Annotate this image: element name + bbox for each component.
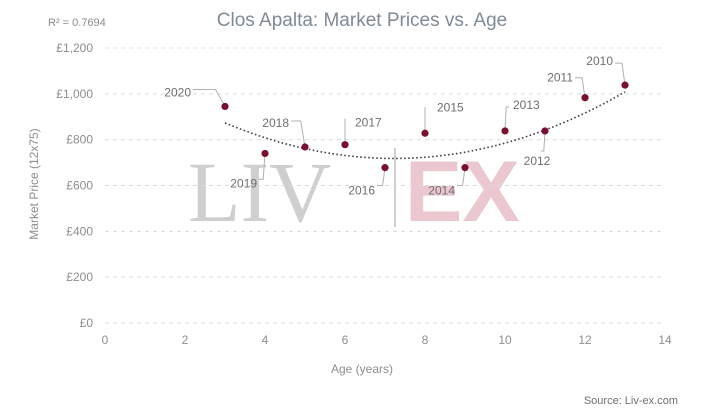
point-label-vintage: 2014 — [428, 184, 455, 198]
label-leader — [504, 106, 509, 131]
label-leader — [259, 153, 266, 180]
watermark-left: LIV — [188, 144, 331, 240]
x-axis-ticks: 0 2 4 6 8 10 12 14 — [102, 333, 672, 347]
point-label-vintage: 2010 — [586, 54, 613, 68]
data-point — [341, 141, 349, 149]
label-leader — [541, 130, 546, 152]
source-note: Source: Liv-ex.com — [584, 395, 678, 407]
y-tick-label: £0 — [80, 316, 94, 330]
label-leader — [377, 167, 386, 187]
label-leader — [291, 120, 306, 148]
y-tick-label: £600 — [66, 179, 93, 193]
data-point — [381, 164, 389, 172]
x-tick-label: 0 — [102, 333, 109, 347]
point-label-vintage: 2017 — [355, 116, 382, 130]
chart-title: Clos Apalta: Market Prices vs. Age — [217, 10, 507, 31]
point-label-vintage: 2011 — [547, 71, 573, 85]
data-point — [421, 129, 429, 137]
y-tick-label: £200 — [66, 270, 93, 284]
y-tick-label: £400 — [66, 224, 93, 238]
watermark: LIV EX — [188, 144, 520, 240]
x-tick-label: 8 — [422, 333, 429, 347]
point-label-vintage: 2013 — [513, 98, 540, 112]
x-axis-label: Age (years) — [331, 362, 393, 376]
y-tick-label: £1,200 — [56, 41, 93, 55]
point-label-vintage: 2016 — [348, 184, 375, 198]
data-point — [461, 164, 469, 172]
point-label-vintage: 2019 — [230, 176, 257, 190]
data-point — [301, 143, 309, 151]
label-leader — [575, 77, 586, 98]
label-leaders — [193, 62, 626, 187]
x-tick-label: 6 — [342, 333, 349, 347]
data-point — [261, 149, 269, 158]
label-leader — [193, 88, 226, 107]
point-label-vintage: 2015 — [437, 100, 464, 114]
label-leader — [615, 62, 626, 86]
watermark-right: EX — [405, 144, 520, 240]
x-tick-label: 4 — [262, 333, 269, 347]
y-tick-label: £800 — [66, 133, 93, 147]
y-axis-ticks: £0 £200 £400 £600 £800 £1,000 £1,200 — [56, 41, 93, 330]
trendline — [224, 91, 626, 160]
data-point — [581, 94, 589, 102]
data-points — [221, 81, 629, 172]
x-tick-label: 10 — [498, 333, 512, 347]
r-squared-annotation: R² = 0.7694 — [48, 17, 106, 29]
data-point — [541, 127, 549, 135]
y-tick-label: £1,000 — [56, 87, 93, 101]
point-label-vintage: 2020 — [164, 85, 191, 99]
grid — [105, 47, 665, 324]
label-leader — [457, 167, 466, 187]
x-tick-label: 2 — [182, 333, 189, 347]
point-label-vintage: 2012 — [524, 154, 551, 168]
point-labels: 2020 2019 2018 2017 2016 2015 2014 2013 2012 2011… — [164, 54, 613, 198]
data-point — [221, 102, 229, 111]
y-axis-label: Market Price (12x75) — [27, 128, 41, 239]
data-point — [621, 81, 629, 89]
x-tick-label: 12 — [578, 333, 592, 347]
data-point — [501, 127, 509, 135]
point-label-vintage: 2018 — [262, 116, 289, 130]
x-tick-label: 14 — [658, 333, 672, 347]
